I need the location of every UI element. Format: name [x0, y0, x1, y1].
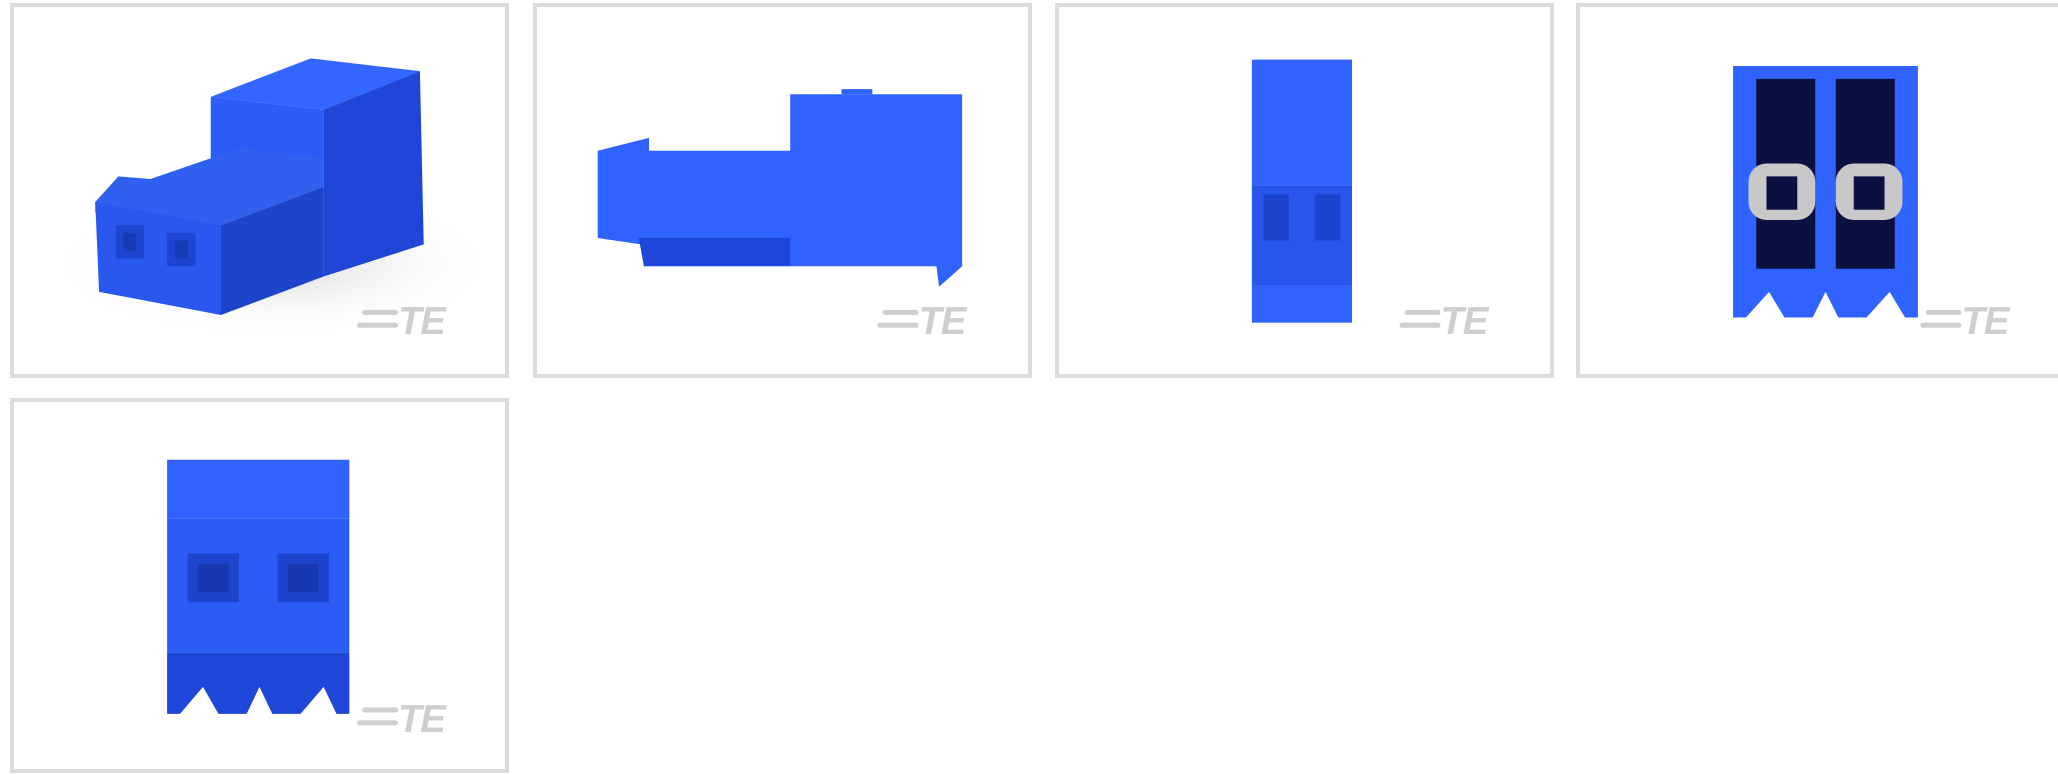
thumbnail[interactable]: TE: [1576, 3, 2058, 378]
watermark: TE: [1441, 300, 1490, 343]
thumbnail[interactable]: TE: [533, 3, 1032, 378]
product-image: TE: [1251, 59, 1491, 343]
watermark: TE: [1962, 300, 2011, 343]
thumbnail[interactable]: TE: [1055, 3, 1554, 378]
thumbnail[interactable]: TE: [10, 3, 509, 378]
product-image: TE: [167, 459, 449, 741]
thumbnail[interactable]: TE: [10, 398, 509, 773]
product-image: TE: [41, 58, 504, 343]
product-image: TE: [597, 89, 969, 343]
watermark: TE: [398, 300, 447, 343]
product-image: TE: [1733, 66, 2012, 343]
watermark: TE: [398, 698, 447, 741]
watermark: TE: [919, 300, 968, 343]
